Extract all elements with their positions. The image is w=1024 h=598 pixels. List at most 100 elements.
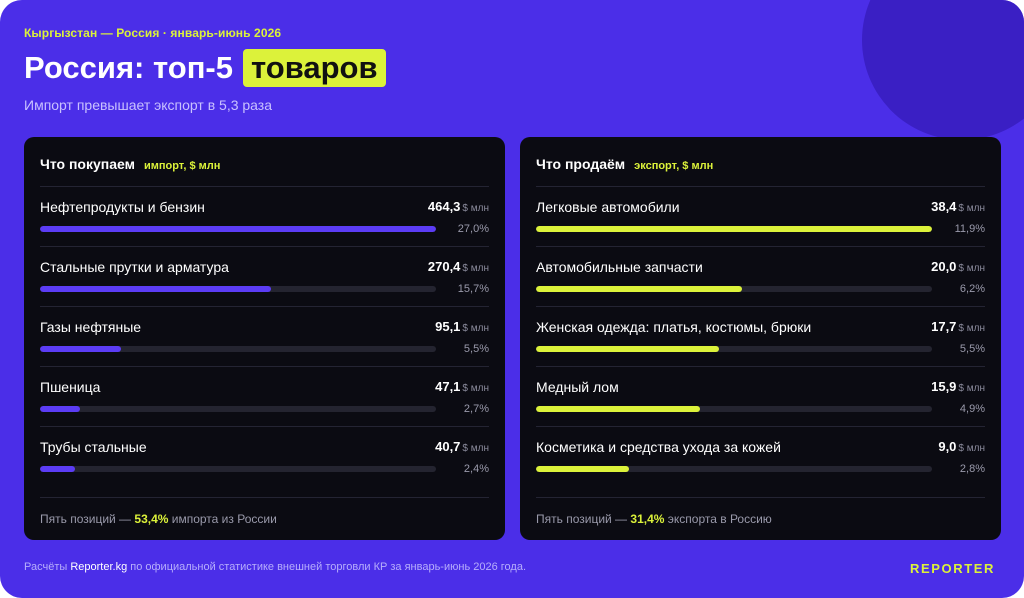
import-share-label: 2,4% xyxy=(463,463,489,475)
import-bar xyxy=(40,406,81,412)
import-value-label: 270,4 $ млн xyxy=(428,259,489,274)
import-card-footer: Пять позиций — 53,4% импорта из России xyxy=(40,497,489,540)
import-bar-row: Стальные прутки и арматура 270,4 $ млн 15,7… xyxy=(40,246,489,306)
export-value-label: 15,9 $ млн xyxy=(931,379,985,394)
import-value-unit: $ млн xyxy=(462,203,489,214)
export-value-label: 9,0 $ млн xyxy=(938,439,985,454)
export-card-unit: экспорт, $ млн xyxy=(634,160,714,172)
export-bar-track xyxy=(536,286,932,292)
export-share-label: 2,8% xyxy=(959,463,985,475)
export-value-unit: $ млн xyxy=(958,263,985,274)
import-category-label: Стальные прутки и арматура xyxy=(40,259,229,275)
import-value-unit: $ млн xyxy=(462,443,489,454)
import-value-number: 464,3 xyxy=(427,199,461,214)
export-card-footer: Пять позиций — 31,4% экспорта в Россию xyxy=(536,497,985,540)
export-bar-row: Легковые автомобили 38,4 $ млн 11,9% xyxy=(536,186,985,246)
import-footer-highlight: 53,4% xyxy=(134,512,169,526)
export-card-header: Что продаём экспорт, $ млн xyxy=(536,156,713,172)
import-value-unit: $ млн xyxy=(462,263,489,274)
export-bar xyxy=(536,346,719,352)
import-bar-track xyxy=(40,286,436,292)
import-value-label: 464,3 $ млн xyxy=(428,199,489,214)
import-bar-track xyxy=(40,226,436,232)
kicker: Кыргызстан — Россия · январь-июнь 2026 xyxy=(24,26,282,40)
import-value-number: 47,1 xyxy=(435,379,461,394)
export-bar-track xyxy=(536,406,932,412)
page-title: Россия: топ-5 товаров xyxy=(24,48,386,88)
export-bar xyxy=(536,406,700,412)
export-value-number: 17,7 xyxy=(931,319,957,334)
export-footer-highlight: 31,4% xyxy=(630,512,665,526)
source-brand: Reporter.kg xyxy=(70,561,128,573)
import-value-number: 40,7 xyxy=(435,439,461,454)
export-bar-track xyxy=(536,466,932,472)
source-prefix: Расчёты xyxy=(24,561,71,573)
export-value-label: 38,4 $ млн xyxy=(931,199,985,214)
import-bar-row: Газы нефтяные 95,1 $ млн 5,5% xyxy=(40,306,489,366)
export-bar-track xyxy=(536,346,932,352)
export-bar xyxy=(536,286,743,292)
export-value-number: 38,4 xyxy=(931,199,957,214)
export-bar xyxy=(536,226,932,232)
import-bar-track xyxy=(40,346,436,352)
import-value-label: 47,1 $ млн xyxy=(435,379,489,394)
import-value-label: 40,7 $ млн xyxy=(435,439,489,454)
import-category-label: Пшеница xyxy=(40,379,101,395)
import-value-label: 95,1 $ млн xyxy=(435,319,489,334)
export-value-unit: $ млн xyxy=(958,203,985,214)
export-bar-row: Медный лом 15,9 $ млн 4,9% xyxy=(536,366,985,426)
export-value-label: 17,7 $ млн xyxy=(931,319,985,334)
export-value-unit: $ млн xyxy=(958,383,985,394)
export-category-label: Легковые автомобили xyxy=(536,199,680,215)
import-share-label: 2,7% xyxy=(463,403,489,415)
import-value-unit: $ млн xyxy=(462,323,489,334)
import-card: Что покупаем импорт, $ млн Нефтепродукты… xyxy=(24,137,505,540)
import-value-unit: $ млн xyxy=(462,383,489,394)
export-bar-track xyxy=(536,226,932,232)
source-suffix: по официальной статистике внешней торгов… xyxy=(127,561,526,573)
import-bar xyxy=(40,226,436,232)
title-main: Россия: топ-5 xyxy=(24,50,233,85)
import-share-label: 27,0% xyxy=(457,223,489,235)
import-card-header: Что покупаем импорт, $ млн xyxy=(40,156,220,172)
export-share-label: 5,5% xyxy=(959,343,985,355)
import-bar-row: Нефтепродукты и бензин 464,3 $ млн 27,0% xyxy=(40,186,489,246)
export-value-number: 9,0 xyxy=(938,439,957,454)
import-bar-track xyxy=(40,406,436,412)
title-highlight: товаров xyxy=(243,49,386,87)
export-share-label: 6,2% xyxy=(959,283,985,295)
import-bar-track xyxy=(40,466,436,472)
export-share-label: 4,9% xyxy=(959,403,985,415)
export-value-number: 15,9 xyxy=(931,379,957,394)
export-value-number: 20,0 xyxy=(931,259,957,274)
export-card: Что продаём экспорт, $ млн Легковые авто… xyxy=(520,137,1001,540)
export-share-label: 11,9% xyxy=(954,223,985,235)
export-value-unit: $ млн xyxy=(958,323,985,334)
export-bar-row: Косметика и средства ухода за кожей 9,0 $ … xyxy=(536,426,985,486)
export-category-label: Косметика и средства ухода за кожей xyxy=(536,439,781,455)
import-share-label: 5,5% xyxy=(463,343,489,355)
import-card-title: Что покупаем xyxy=(40,156,135,172)
export-bar xyxy=(536,466,629,472)
import-value-number: 270,4 xyxy=(427,259,461,274)
import-bar xyxy=(40,466,75,472)
decorative-circle xyxy=(862,0,1024,140)
reporter-logo: REPORTER xyxy=(910,561,996,576)
import-footer-suffix: импорта из России xyxy=(168,512,277,526)
export-footer-prefix: Пять позиций — xyxy=(536,512,631,526)
import-bar-row: Трубы стальные 40,7 $ млн 2,4% xyxy=(40,426,489,486)
export-category-label: Женская одежда: платья, костюмы, брюки xyxy=(536,319,812,335)
import-value-number: 95,1 xyxy=(435,319,461,334)
import-card-unit: импорт, $ млн xyxy=(143,160,221,172)
export-bar-row: Автомобильные запчасти 20,0 $ млн 6,2% xyxy=(536,246,985,306)
import-category-label: Газы нефтяные xyxy=(40,319,142,335)
subtitle: Импорт превышает экспорт в 5,3 раза xyxy=(24,97,273,113)
import-share-label: 15,7% xyxy=(457,283,489,295)
import-bar xyxy=(40,286,271,292)
export-category-label: Автомобильные запчасти xyxy=(536,259,703,275)
import-bar xyxy=(40,346,122,352)
export-footer-suffix: экспорта в Россию xyxy=(664,512,772,526)
export-bar-row: Женская одежда: платья, костюмы, брюки 17… xyxy=(536,306,985,366)
export-value-unit: $ млн xyxy=(958,443,985,454)
